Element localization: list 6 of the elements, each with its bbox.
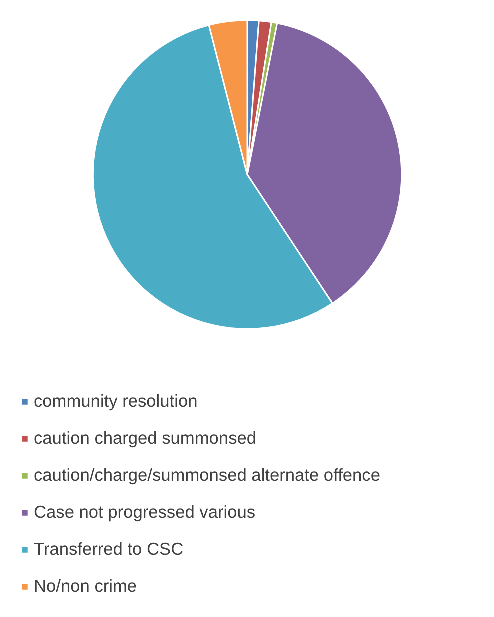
legend-label: Case not progressed various xyxy=(34,502,256,523)
legend-label: No/non crime xyxy=(34,576,138,597)
legend-label: community resolution xyxy=(34,391,198,412)
legend-label: caution/charge/summonsed alternate offence xyxy=(34,465,380,486)
legend-label: caution charged summonsed xyxy=(34,428,257,449)
legend-label: Transferred to CSC xyxy=(34,539,184,560)
